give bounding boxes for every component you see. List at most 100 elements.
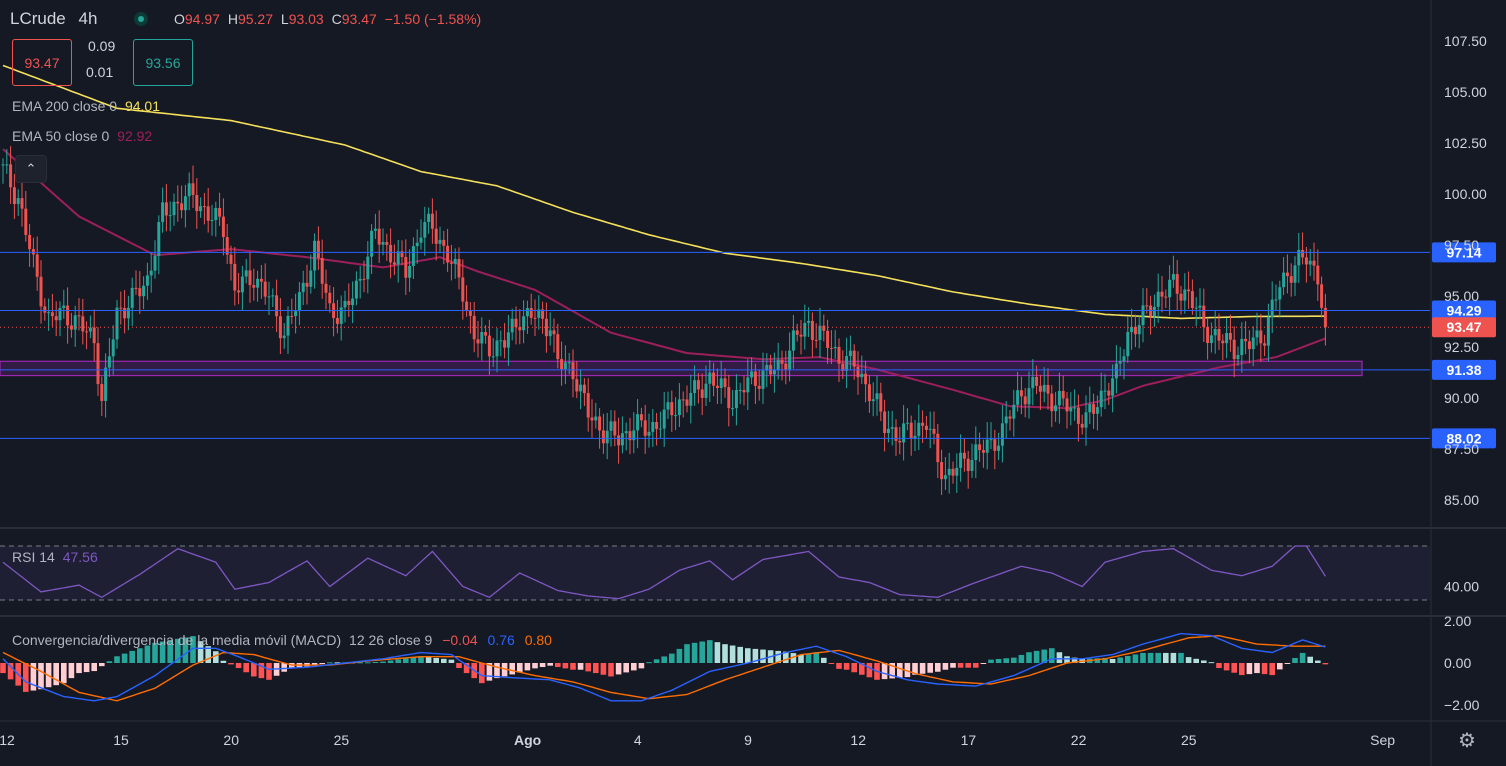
candle-body (522, 316, 526, 331)
candle (442, 230, 446, 265)
candle-body (586, 393, 590, 418)
macd-histogram-bar (281, 663, 287, 672)
candle-body (700, 389, 704, 398)
candle (28, 224, 32, 267)
candle-body (955, 467, 959, 476)
time-tick-label: 20 (223, 732, 239, 748)
macd-histogram-bar (357, 662, 363, 664)
macd-legend[interactable]: Convergencia/divergencia de la media móv… (12, 632, 552, 648)
buy-button[interactable]: 93.56 (133, 39, 193, 86)
macd-histogram-bar (121, 653, 128, 663)
macd-histogram-bar (843, 663, 850, 670)
candle-body (639, 414, 643, 421)
candle-body (1, 164, 5, 166)
candle-body (339, 307, 343, 324)
macd-histogram-bar (555, 663, 561, 668)
macd-histogram-bar (1003, 658, 1009, 663)
macd-histogram-bar (61, 663, 67, 684)
candle-body (389, 244, 393, 263)
candle (5, 149, 9, 174)
candle (134, 270, 138, 295)
candle-body (1301, 249, 1305, 258)
candle-body (974, 444, 978, 461)
macd-line (2, 632, 1326, 702)
candle (313, 233, 317, 289)
candle (324, 269, 328, 310)
candle-body (142, 285, 146, 297)
candle-body (674, 415, 678, 417)
interval-label[interactable]: 4h (78, 9, 98, 28)
macd-histogram-bar (729, 645, 736, 663)
candle (468, 302, 472, 334)
macd-histogram-bar (380, 661, 386, 663)
candle-body (362, 278, 366, 280)
symbol-title[interactable]: LCrude 4h (10, 9, 97, 29)
candle-body (947, 468, 951, 476)
macd-histogram-bar (433, 657, 439, 663)
candle (738, 382, 742, 405)
candle (894, 419, 898, 456)
candle-body (404, 257, 408, 278)
candle (107, 337, 111, 377)
candle-body (632, 430, 636, 441)
candle (1179, 285, 1183, 315)
symbol-name[interactable]: LCrude (10, 9, 66, 28)
candle-body (130, 287, 134, 308)
macd-histogram-bar (1109, 658, 1116, 663)
macd-histogram-bar (1064, 656, 1070, 663)
candle-body (81, 316, 85, 332)
candle-body (780, 359, 784, 364)
candle-body (297, 292, 301, 312)
macd-histogram-bar (935, 663, 941, 672)
macd-histogram-bar (912, 663, 918, 675)
candle-body (985, 439, 989, 453)
candle-body (617, 435, 621, 446)
candle-body (1000, 423, 1004, 446)
candle-body (928, 428, 932, 430)
macd-histogram-bar (615, 663, 622, 675)
candle (1099, 372, 1103, 417)
rsi-legend[interactable]: RSI 14 47.56 (12, 549, 98, 565)
chevron-up-icon: ⌃ (25, 161, 37, 176)
candle (693, 365, 697, 406)
macd-histogram-bar (813, 652, 819, 663)
candle (157, 215, 161, 275)
candle-body (1092, 404, 1096, 414)
macd-histogram-bar (190, 636, 196, 663)
candle (970, 443, 974, 478)
candle-body (681, 399, 685, 401)
macd-histogram-bar (691, 642, 698, 663)
candle-body (446, 245, 450, 263)
ema50-legend[interactable]: EMA 50 close 0 92.92 (12, 128, 153, 144)
macd-histogram-bar (1094, 658, 1101, 663)
candle (639, 407, 643, 428)
candle (96, 327, 100, 396)
candle (708, 360, 712, 403)
candle-body (1247, 341, 1251, 350)
candle (1160, 275, 1164, 313)
candle-body (415, 242, 419, 247)
candle-body (50, 312, 54, 317)
candle-body (841, 363, 845, 371)
candle-body (115, 307, 119, 340)
candle (1038, 374, 1042, 411)
candle (73, 305, 77, 347)
candle-body (567, 362, 571, 364)
gear-icon[interactable]: ⚙ (1458, 730, 1476, 752)
candle (841, 350, 845, 379)
candle-body (883, 411, 887, 434)
candle-body (628, 431, 632, 441)
main-pane-bg (0, 0, 1430, 526)
macd-histogram-bar (0, 663, 6, 674)
candle-body (134, 287, 138, 289)
candle (856, 351, 860, 395)
candle-body (1107, 390, 1111, 396)
candle (347, 283, 351, 317)
ema200-legend[interactable]: EMA 200 close 0 94.01 (12, 98, 160, 114)
collapse-legend-button[interactable]: ⌃ (15, 155, 47, 183)
price-tick-label: 87.50 (1444, 441, 1479, 457)
sell-button[interactable]: 93.47 (12, 39, 72, 86)
macd-histogram-bar (486, 663, 493, 681)
candle-body (218, 207, 222, 217)
